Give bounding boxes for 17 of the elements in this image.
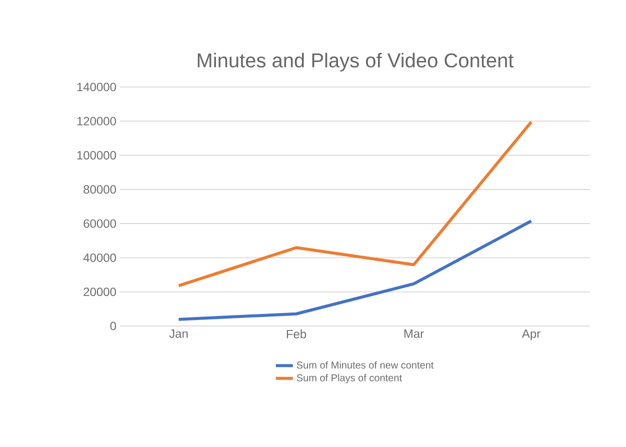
y-tick-label: 40000 xyxy=(83,253,116,262)
legend-label: Sum of Plays of content xyxy=(296,374,402,384)
y-tick-label: 20000 xyxy=(84,288,116,296)
x-tick-label: Feb xyxy=(286,330,306,338)
x-tick-label: Jan xyxy=(169,330,188,338)
y-tick-label: 0 xyxy=(110,322,116,330)
y-tick-label: 80000 xyxy=(84,185,116,194)
y-tick-label: 140000 xyxy=(77,82,116,92)
line-series xyxy=(177,120,533,288)
line-series xyxy=(177,220,533,321)
x-tick-label: Mar xyxy=(404,330,424,338)
x-tick-label: Apr xyxy=(522,330,540,340)
y-tick-label: 120000 xyxy=(77,116,116,126)
legend-label: Sum of Minutes of new content xyxy=(296,361,434,369)
chart-title: Minutes and Plays of Video Content xyxy=(198,52,514,72)
y-tick-label: 60000 xyxy=(84,219,116,228)
y-tick-label: 100000 xyxy=(77,151,116,160)
